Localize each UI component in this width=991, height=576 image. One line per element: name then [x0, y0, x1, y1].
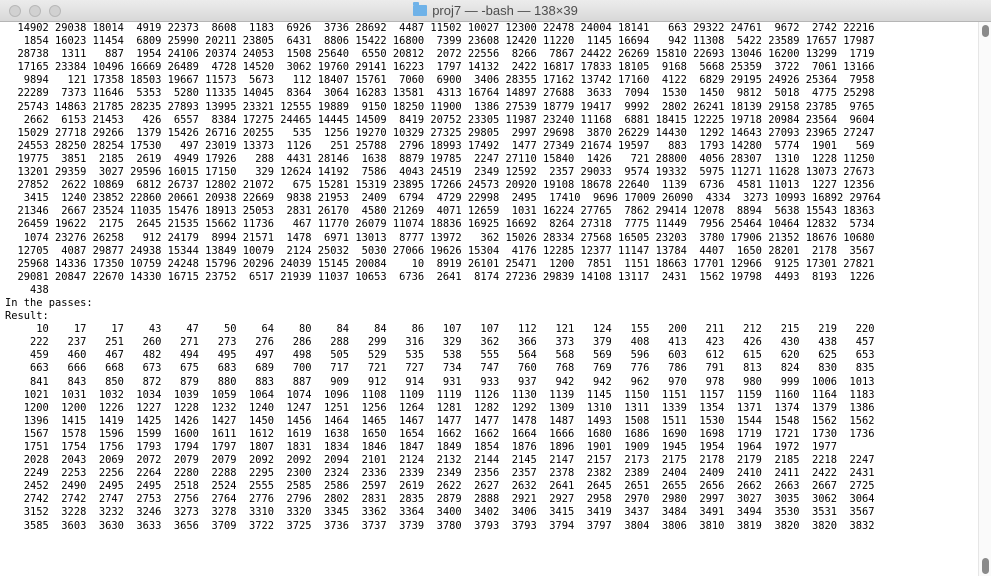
terminal-line: 2662 6153 21453 426 6557 8384 17275 2446…	[5, 113, 875, 126]
terminal-line: 1751 1754 1756 1793 1794 1797 1807 1831 …	[5, 441, 838, 453]
close-button[interactable]	[9, 5, 21, 17]
terminal-line: 25968 14336 17350 10759 24248 15796 2029…	[5, 257, 875, 270]
terminal-line: 663 666 668 673 675 683 689 700 717 721 …	[5, 362, 875, 375]
zoom-button[interactable]	[49, 5, 61, 17]
terminal-line: 3415 1240 23852 22860 20661 20938 22669 …	[5, 192, 881, 205]
terminal-line: 21346 2667 23524 11035 15476 18913 25053…	[5, 205, 875, 218]
terminal-line: 1854 16023 11454 6809 25990 20211 23805 …	[5, 35, 875, 48]
minimize-button[interactable]	[29, 5, 41, 17]
terminal-line: 22289 7373 11646 5353 5280 11335 14045 8…	[5, 87, 875, 100]
window-controls	[9, 5, 61, 17]
window-title: proj7 — -bash — 138×39	[0, 2, 991, 19]
folder-icon	[413, 2, 428, 16]
terminal-output[interactable]: 14902 29038 18014 4919 22373 8608 1183 6…	[0, 22, 978, 576]
terminal-line: 13201 29359 3027 29596 16015 17150 329 1…	[5, 166, 875, 179]
terminal-line: Result:	[5, 310, 49, 323]
scrollbar-thumb[interactable]	[982, 558, 989, 574]
terminal-line: 438	[5, 283, 49, 296]
terminal-line: 2249 2253 2256 2264 2280 2288 2295 2300 …	[5, 467, 875, 480]
terminal-line: 3152 3228 3232 3246 3273 3278 3310 3320 …	[5, 506, 875, 519]
terminal-line: 12705 4087 29877 24938 15344 13849 10079…	[5, 244, 875, 257]
terminal-line: 1021 1031 1032 1034 1039 1059 1064 1074 …	[5, 388, 875, 401]
terminal-line: 1200 1200 1226 1227 1228 1232 1240 1247 …	[5, 401, 875, 414]
title-bar: proj7 — -bash — 138×39	[0, 0, 991, 22]
scrollbar-top-indicator[interactable]	[982, 25, 989, 37]
terminal-line: 26459 19622 2175 2645 21535 15662 11736 …	[5, 218, 875, 231]
terminal-line: 29081 20847 22670 14330 16715 23752 6517…	[5, 270, 875, 283]
terminal-line: 222 237 251 260 271 273 276 286 288 299 …	[5, 336, 875, 349]
terminal-line: 28738 1311 887 1954 24106 20374 24053 15…	[5, 48, 875, 61]
terminal-line: 25743 14863 21785 28235 27893 13995 2332…	[5, 100, 875, 113]
terminal-line: 9894 121 17358 18503 19667 11573 5673 11…	[5, 74, 875, 87]
terminal-line: 1074 23276 26258 912 24179 8994 21571 14…	[5, 231, 875, 244]
terminal-line: 19775 3851 2185 2619 4949 17926 288 4431…	[5, 152, 875, 165]
terminal-line: 17165 23384 10496 16669 26489 4728 14520…	[5, 61, 875, 74]
terminal-line: 15029 27718 29266 1379 15426 26716 20255…	[5, 126, 875, 139]
terminal-line: 2742 2742 2747 2753 2756 2764 2776 2796 …	[5, 493, 875, 506]
terminal-line: 2452 2490 2495 2495 2518 2524 2555 2585 …	[5, 480, 875, 493]
terminal-line: 2028 2043 2069 2072 2079 2079 2092 2092 …	[5, 454, 875, 467]
window-title-text: proj7 — -bash — 138×39	[432, 3, 578, 18]
terminal-line: 1396 1415 1419 1425 1426 1427 1450 1456 …	[5, 414, 875, 427]
terminal-line: 3585 3603 3630 3633 3656 3709 3722 3725 …	[5, 519, 875, 532]
terminal-line: 1567 1578 1596 1599 1600 1611 1612 1619 …	[5, 427, 875, 440]
terminal-line: 24553 28250 28254 17530 497 23019 13373 …	[5, 139, 875, 152]
terminal-line: In the passes:	[5, 296, 93, 309]
terminal-line: 14902 29038 18014 4919 22373 8608 1183 6…	[5, 22, 875, 34]
terminal-line: 10 17 17 43 47 50 64 80 84 84 86 107 107…	[5, 323, 875, 336]
terminal-line: 841 843 850 872 879 880 883 887 909 912 …	[5, 375, 875, 388]
terminal-line: 27852 2622 10869 6812 26737 12802 21072 …	[5, 179, 875, 192]
terminal-line: 459 460 467 482 494 495 497 498 505 529 …	[5, 349, 875, 362]
vertical-scrollbar[interactable]	[978, 22, 991, 576]
